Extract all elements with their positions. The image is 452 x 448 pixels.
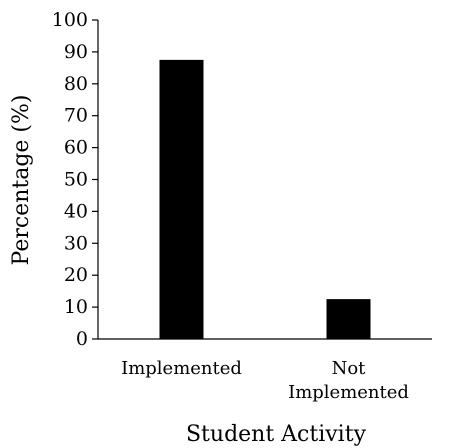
y-tick-label: 40: [64, 200, 88, 222]
y-tick-label: 90: [64, 41, 88, 63]
bar: [159, 59, 204, 339]
y-tick-label: 70: [64, 105, 88, 127]
bar: [326, 299, 371, 339]
y-tick-label: 0: [76, 328, 88, 350]
category-label: Implemented: [121, 358, 242, 379]
bars: [159, 59, 371, 339]
x-axis-title: Student Activity: [186, 422, 367, 447]
y-tick-label: 100: [52, 9, 88, 31]
y-tick-label: 50: [64, 169, 88, 191]
y-tick-label: 80: [64, 73, 88, 95]
y-axis-title: Percentage (%): [9, 95, 34, 266]
y-tick-label: 60: [64, 137, 88, 159]
y-tick-label: 10: [64, 296, 88, 318]
category-label: Not: [332, 358, 367, 379]
category-labels: Implemented Not Implemented: [121, 358, 409, 403]
y-tick-label: 20: [64, 264, 88, 286]
category-label: Implemented: [288, 382, 409, 403]
y-tick-label: 30: [64, 232, 88, 254]
y-axis: 0 10 20 30 40 50 60 70 80 90 100: [52, 9, 99, 350]
